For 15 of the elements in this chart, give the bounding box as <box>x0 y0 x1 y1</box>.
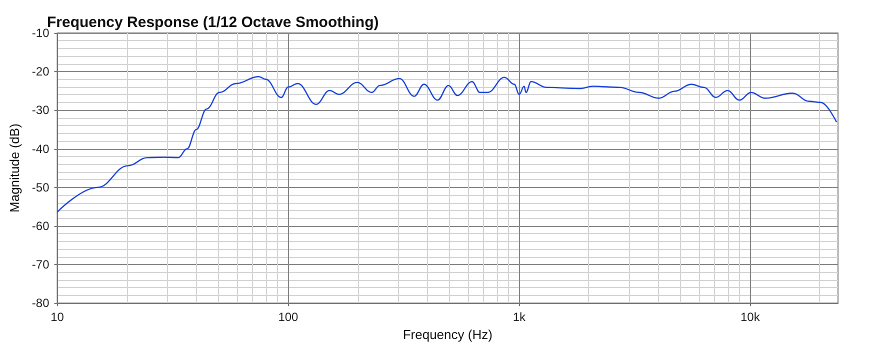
chart-title: Frequency Response (1/12 Octave Smoothing) <box>47 14 379 31</box>
y-axis-title: Magnitude (dB) <box>7 124 22 212</box>
x-axis-title: Frequency (Hz) <box>402 327 492 342</box>
y-tick-label: -10 <box>32 26 50 40</box>
y-tick-label: -60 <box>32 218 50 233</box>
y-tick-label: -20 <box>32 64 50 79</box>
y-tick-label: -50 <box>32 180 50 194</box>
y-tick-label: -70 <box>32 258 50 272</box>
y-tick-label: -30 <box>32 103 50 118</box>
x-tick-label: 10 <box>50 310 64 324</box>
x-tick-label: 100 <box>278 310 299 324</box>
y-tick-label: -40 <box>32 142 50 156</box>
x-tick-label: 10k <box>740 310 761 324</box>
y-tick-label: -80 <box>32 296 50 310</box>
x-tick-label: 1k <box>512 310 527 324</box>
